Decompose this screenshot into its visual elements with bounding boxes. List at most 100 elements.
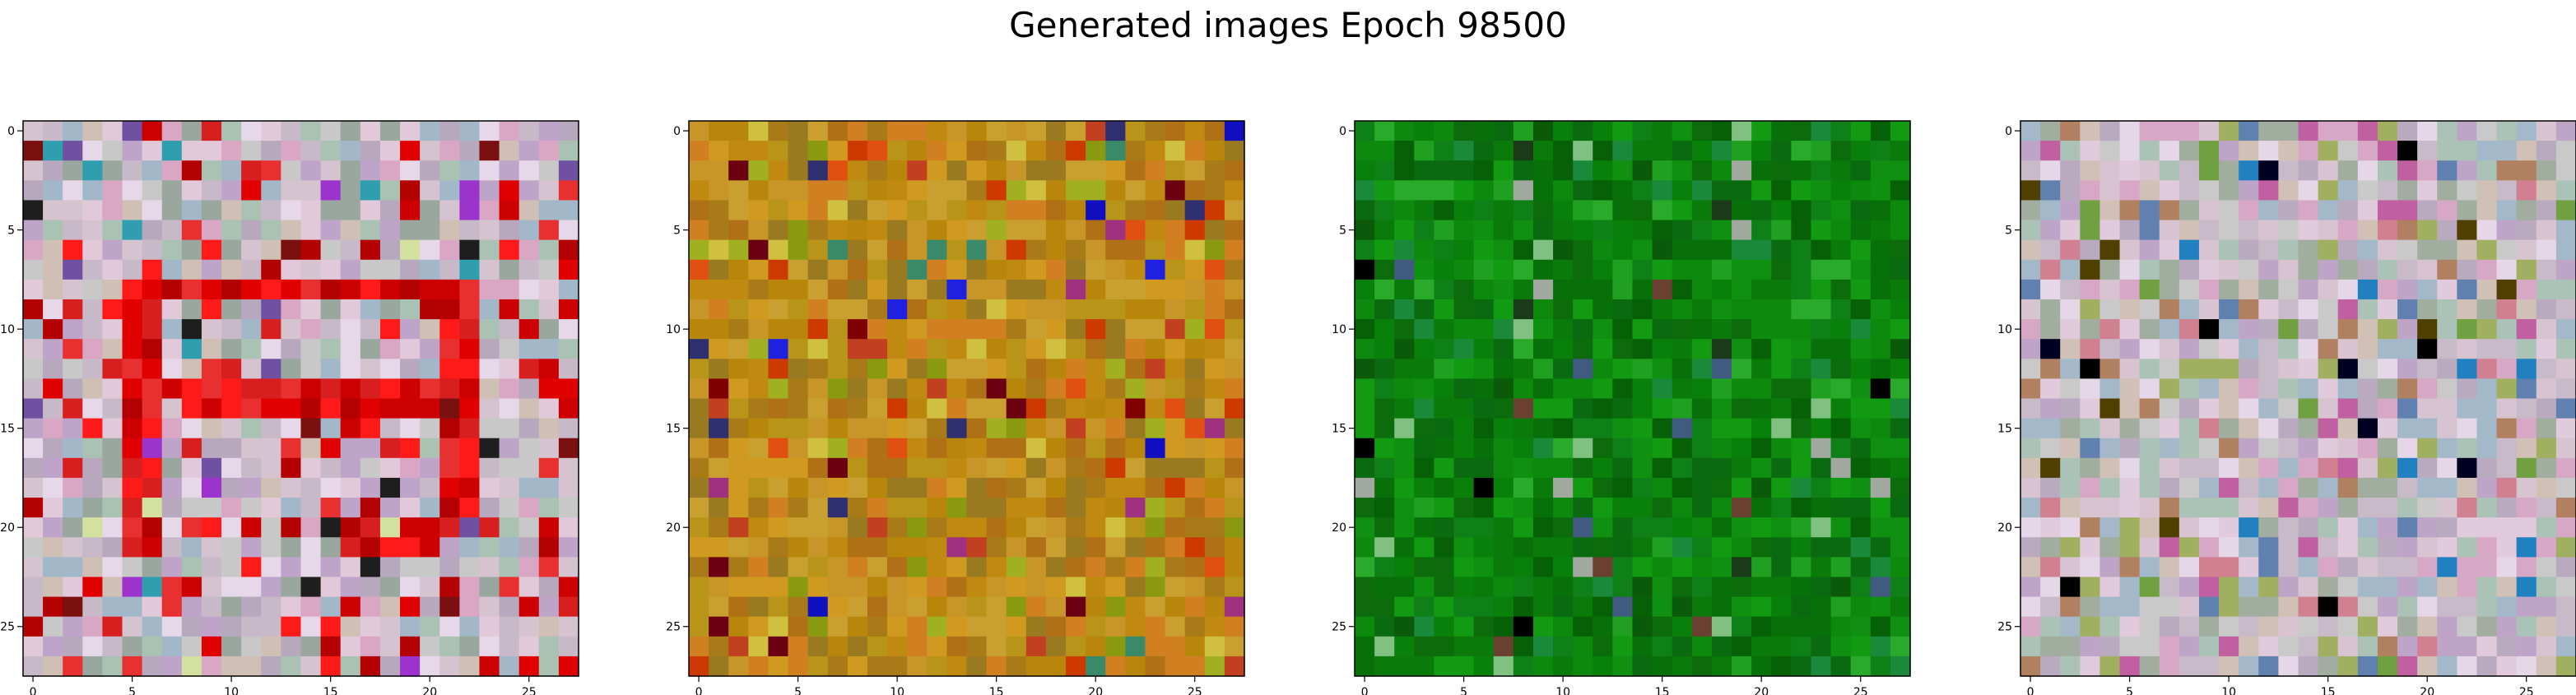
pixel-cell <box>1691 498 1713 518</box>
pixel-cell <box>122 616 143 637</box>
pixel-cell <box>1811 141 1832 161</box>
pixel-cell <box>1870 299 1891 320</box>
x-tick-label: 25 <box>522 686 537 695</box>
pixel-cell <box>2298 239 2319 261</box>
pixel-cell <box>2239 438 2259 459</box>
pixel-cell <box>1125 498 1146 518</box>
pixel-cell <box>300 438 322 459</box>
pixel-cell <box>966 418 988 439</box>
pixel-cell <box>1006 596 1027 618</box>
pixel-cell <box>1771 656 1792 677</box>
pixel-cell <box>122 259 143 280</box>
pixel-cell <box>1414 141 1435 161</box>
pixel-cell <box>340 616 361 637</box>
pixel-cell <box>2476 180 2498 202</box>
pixel-cell <box>1672 259 1693 280</box>
pixel-cell <box>1066 636 1086 657</box>
pixel-cell <box>1414 557 1435 578</box>
pixel-cell <box>2357 418 2378 439</box>
pixel-cell <box>122 239 143 261</box>
pixel-cell <box>1771 398 1792 419</box>
pixel-cell <box>1145 577 1166 598</box>
pixel-cell <box>2219 339 2239 359</box>
pixel-cell <box>748 259 770 280</box>
pixel-cell <box>847 438 868 459</box>
pixel-cell <box>360 477 381 498</box>
pixel-cell <box>1632 557 1653 578</box>
pixel-cell <box>2377 517 2398 538</box>
pixel-cell <box>1830 577 1852 598</box>
pixel-cell <box>241 359 262 379</box>
pixel-cell <box>1184 438 1206 459</box>
pixel-cell <box>1850 259 1872 280</box>
pixel-cell <box>946 636 968 657</box>
pixel-cell <box>1006 498 1027 518</box>
pixel-cell <box>1830 319 1852 340</box>
pixel-cell <box>1374 498 1395 518</box>
pixel-cell <box>2555 517 2576 538</box>
pixel-cell <box>63 577 83 598</box>
pixel-cell <box>2219 180 2239 202</box>
pixel-cell <box>1414 180 1435 202</box>
pixel-cell <box>1066 537 1086 558</box>
pixel-cell <box>1493 418 1514 439</box>
pixel-cell <box>2258 616 2279 637</box>
pixel-cell <box>1672 517 1693 538</box>
pixel-cell <box>1434 259 1455 280</box>
pixel-cell <box>1593 636 1613 657</box>
pixel-cell <box>281 418 302 439</box>
pixel-cell <box>748 279 770 300</box>
pixel-cell <box>867 319 888 340</box>
pixel-cell <box>2139 418 2160 439</box>
pixel-cell <box>2318 398 2339 419</box>
pixel-cell <box>2298 299 2319 320</box>
pixel-cell <box>1493 339 1514 359</box>
pixel-cell <box>499 438 520 459</box>
pixel-cell <box>2258 200 2279 221</box>
pixel-cell <box>1165 517 1186 538</box>
pixel-cell <box>499 557 520 578</box>
pixel-cell <box>439 339 460 359</box>
pixel-cell <box>2020 279 2041 300</box>
pixel-cell <box>1890 319 1911 340</box>
pixel-cell <box>459 319 481 340</box>
pixel-cell <box>1493 517 1514 538</box>
pixel-cell <box>2555 259 2576 280</box>
pixel-cell <box>1732 299 1752 320</box>
pixel-cell <box>1672 656 1693 677</box>
pixel-cell <box>748 577 770 598</box>
pixel-cell <box>281 398 302 419</box>
pixel-cell <box>2099 319 2121 340</box>
pixel-cell <box>2397 160 2418 181</box>
pixel-cell <box>241 279 262 300</box>
pixel-cell <box>1632 656 1653 677</box>
pixel-cell <box>2159 656 2180 677</box>
pixel-cell <box>23 636 44 657</box>
pixel-cell <box>1224 319 1245 340</box>
pixel-cell <box>2099 636 2121 657</box>
pixel-cell <box>1771 457 1792 479</box>
pixel-cell <box>2417 239 2438 261</box>
pixel-cell <box>2397 517 2418 538</box>
pixel-cell <box>788 557 809 578</box>
pixel-cell <box>2060 339 2081 359</box>
pixel-cell <box>1434 438 1455 459</box>
pixel-cell <box>2020 180 2041 202</box>
pixel-cell <box>1204 577 1225 598</box>
pixel-cell <box>300 279 322 300</box>
pixel-cell <box>1652 517 1673 538</box>
pixel-cell <box>518 577 540 598</box>
pixel-cell <box>1830 596 1852 618</box>
pixel-cell <box>340 656 361 677</box>
pixel-cell <box>1771 239 1792 261</box>
pixel-cell <box>122 121 143 141</box>
pixel-cell <box>1711 577 1732 598</box>
pixel-cell <box>420 398 440 419</box>
pixel-cell <box>2476 438 2498 459</box>
pixel-cell <box>181 121 202 141</box>
pixel-cell <box>181 418 202 439</box>
pixel-cell <box>1850 378 1872 400</box>
pixel-cell <box>927 577 947 598</box>
pixel-cell <box>2080 656 2101 677</box>
pixel-cell <box>986 259 1007 280</box>
